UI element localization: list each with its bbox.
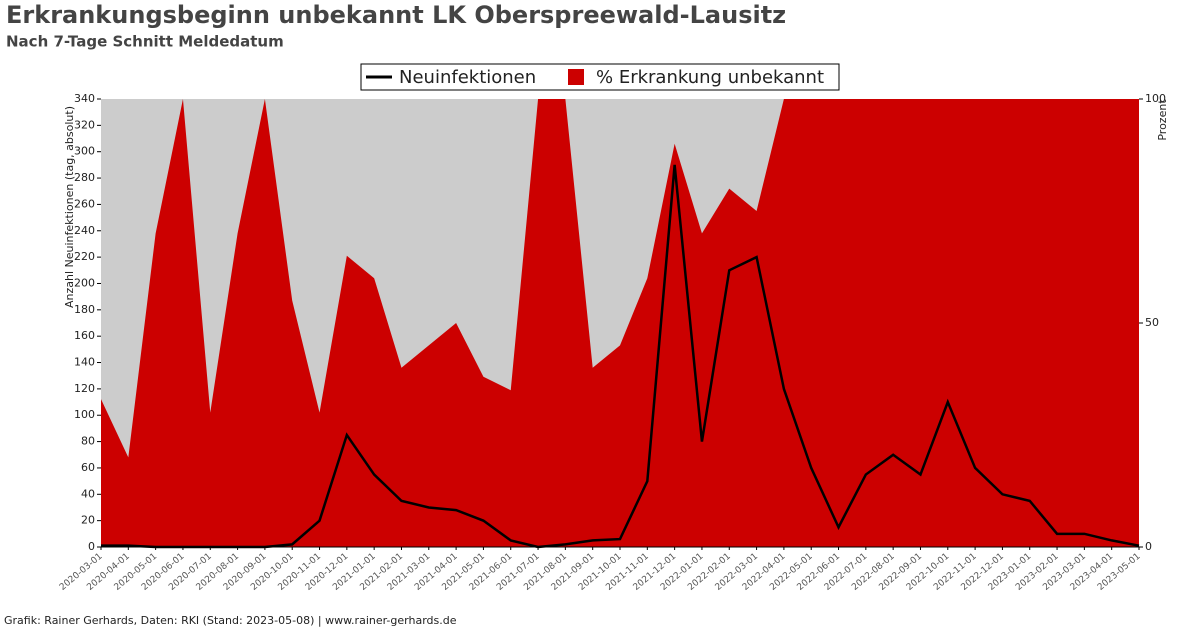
y-tick-label: 60 <box>81 461 95 474</box>
legend-swatch <box>568 69 584 85</box>
y-tick-label: 300 <box>74 145 95 158</box>
y-tick-label: 120 <box>74 382 95 395</box>
y-axis-label: Anzahl Neuinfektionen (tag, absolut) <box>63 106 76 308</box>
y-tick-label: 240 <box>74 224 95 237</box>
chart-subtitle: Nach 7-Tage Schnitt Meldedatum <box>6 33 284 51</box>
y-tick-label: 200 <box>74 276 95 289</box>
y-tick-label: 40 <box>81 487 95 500</box>
chart-title: Erkrankungsbeginn unbekannt LK Oberspree… <box>6 1 786 29</box>
y2-axis-label: Prozent <box>1156 99 1169 141</box>
y2-tick-label: 50 <box>1145 316 1159 329</box>
y-tick-label: 20 <box>81 514 95 527</box>
y-tick-label: 160 <box>74 329 95 342</box>
y-tick-label: 100 <box>74 408 95 421</box>
legend-label: Neuinfektionen <box>399 67 536 88</box>
footer: Grafik: Rainer Gerhards, Daten: RKI (Sta… <box>4 614 457 627</box>
y-tick-label: 0 <box>88 540 95 553</box>
y-tick-label: 140 <box>74 356 95 369</box>
y-tick-label: 280 <box>74 171 95 184</box>
y-tick-label: 260 <box>74 197 95 210</box>
area <box>101 99 1139 547</box>
y-tick-label: 220 <box>74 250 95 263</box>
line <box>101 164 1140 549</box>
legend-box <box>360 63 840 91</box>
y2-tick-label: 100 <box>1145 92 1166 105</box>
y2-tick-label: 0 <box>1145 540 1152 553</box>
y-tick-label: 180 <box>74 303 95 316</box>
legend-label: % Erkrankung unbekannt <box>596 67 824 88</box>
y-tick-label: 340 <box>74 92 95 105</box>
y-tick-label: 80 <box>81 435 95 448</box>
y-tick-label: 320 <box>74 118 95 131</box>
